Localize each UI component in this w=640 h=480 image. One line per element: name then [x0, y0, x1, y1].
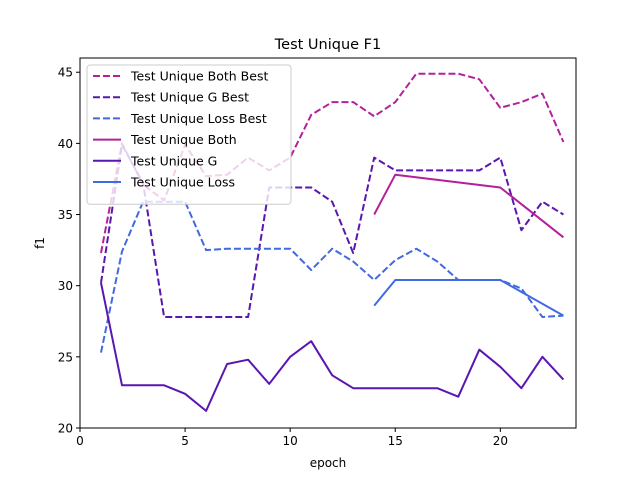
x-axis-label: epoch	[310, 456, 347, 470]
series-line-test-unique-both	[373, 173, 565, 239]
x-tick-label: 0	[76, 434, 84, 448]
y-tick-label: 45	[58, 66, 73, 80]
y-tick-label: 20	[58, 422, 73, 436]
x-axis-ticks: 0 5 10 15 20	[76, 428, 508, 448]
series-line-test-unique-g	[100, 282, 565, 412]
series-line-test-unique-g-best	[100, 143, 564, 318]
y-axis-ticks: 20 25 30 35 40 45	[58, 66, 80, 436]
x-tick-label: 5	[181, 434, 189, 448]
y-tick-label: 40	[58, 137, 73, 151]
legend-entry-label: Test Unique Loss	[130, 175, 235, 190]
series-line-test-unique-loss	[373, 279, 564, 317]
y-axis-label: f1	[33, 237, 47, 249]
x-tick-label: 20	[493, 434, 508, 448]
legend-box	[86, 64, 292, 205]
y-tick-label: 25	[58, 350, 73, 364]
chart-title: Test Unique F1	[274, 37, 381, 53]
x-tick-label: 10	[283, 434, 298, 448]
legend-entry-label: Test Unique G Best	[130, 90, 249, 105]
x-tick-label: 15	[388, 434, 403, 448]
legend-entry-label: Test Unique Loss Best	[130, 111, 267, 126]
legend-entry-label: Test Unique Both	[130, 132, 237, 147]
plot-area-frame	[79, 57, 577, 429]
legend: Test Unique Both Best Test Unique G Best T…	[86, 64, 292, 205]
legend-entry-label: Test Unique G	[130, 153, 217, 168]
y-tick-label: 30	[58, 279, 73, 293]
legend-entry-label: Test Unique Both Best	[130, 69, 268, 84]
y-tick-label: 35	[58, 208, 73, 222]
